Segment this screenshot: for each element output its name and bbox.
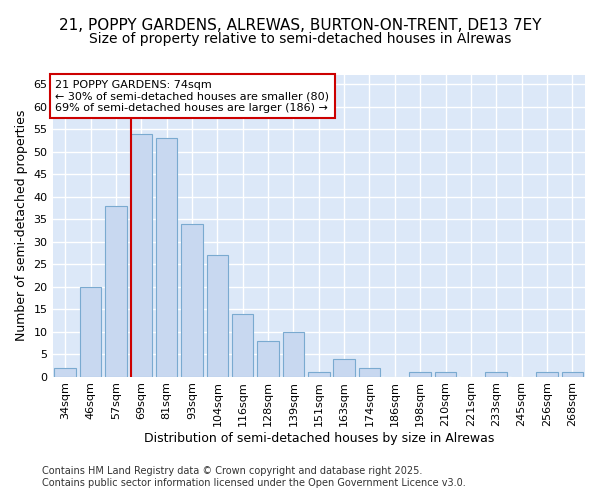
Bar [232, 314, 253, 376]
Bar [80, 286, 101, 376]
Bar [105, 206, 127, 376]
Bar [156, 138, 178, 376]
Bar [308, 372, 329, 376]
Bar [536, 372, 558, 376]
Bar [131, 134, 152, 376]
Bar [435, 372, 457, 376]
X-axis label: Distribution of semi-detached houses by size in Alrewas: Distribution of semi-detached houses by … [143, 432, 494, 445]
Bar [257, 340, 279, 376]
Text: Size of property relative to semi-detached houses in Alrewas: Size of property relative to semi-detach… [89, 32, 511, 46]
Bar [562, 372, 583, 376]
Text: Contains HM Land Registry data © Crown copyright and database right 2025.
Contai: Contains HM Land Registry data © Crown c… [42, 466, 466, 487]
Bar [283, 332, 304, 376]
Bar [409, 372, 431, 376]
Bar [359, 368, 380, 376]
Text: 21, POPPY GARDENS, ALREWAS, BURTON-ON-TRENT, DE13 7EY: 21, POPPY GARDENS, ALREWAS, BURTON-ON-TR… [59, 18, 541, 32]
Y-axis label: Number of semi-detached properties: Number of semi-detached properties [15, 110, 28, 342]
Text: 21 POPPY GARDENS: 74sqm
← 30% of semi-detached houses are smaller (80)
69% of se: 21 POPPY GARDENS: 74sqm ← 30% of semi-de… [55, 80, 329, 112]
Bar [485, 372, 507, 376]
Bar [206, 255, 228, 376]
Bar [334, 358, 355, 376]
Bar [181, 224, 203, 376]
Bar [55, 368, 76, 376]
